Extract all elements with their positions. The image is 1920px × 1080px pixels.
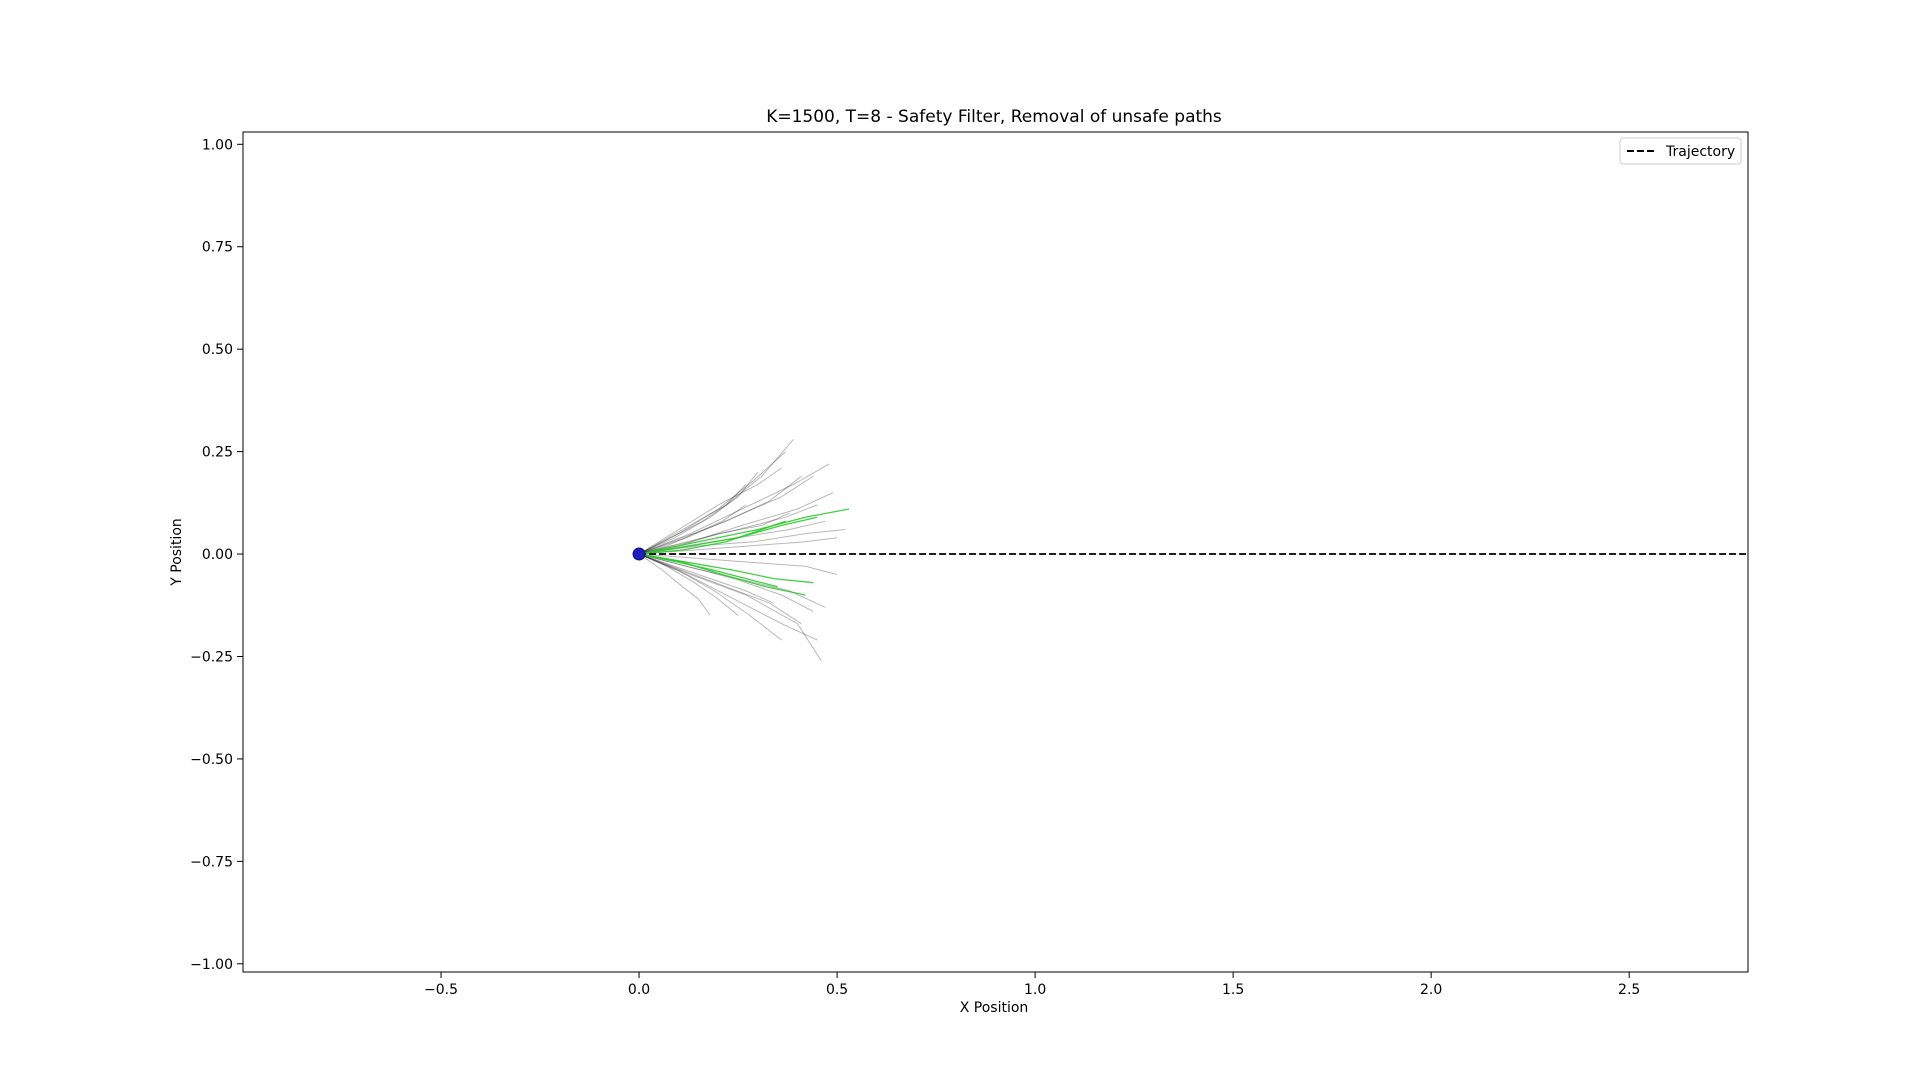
y-tick-label: 0.25 bbox=[202, 445, 233, 461]
sampled-path bbox=[638, 451, 786, 555]
sampled-path bbox=[638, 553, 739, 616]
y-tick-label: 0.75 bbox=[202, 240, 233, 256]
y-axis-label: Y Position bbox=[169, 518, 185, 587]
y-tick-label: −1.00 bbox=[190, 957, 233, 973]
sampled-path bbox=[638, 504, 747, 555]
sampled-path bbox=[638, 553, 778, 588]
y-tick-label: 0.00 bbox=[202, 547, 233, 563]
sampled-path bbox=[638, 471, 759, 555]
x-axis: −0.5 0.0 0.5 1.0 1.5 2.0 2.5 bbox=[424, 972, 1640, 998]
sampled-path bbox=[638, 475, 802, 555]
x-tick-label: 0.5 bbox=[826, 982, 848, 998]
sampled-path bbox=[639, 529, 846, 555]
sampled-path bbox=[638, 504, 818, 555]
chart-title: K=1500, T=8 - Safety Filter, Removal of … bbox=[766, 107, 1222, 127]
y-tick-label: −0.50 bbox=[190, 752, 233, 768]
sampled-paths-layer bbox=[638, 438, 850, 661]
y-tick-label: −0.75 bbox=[190, 854, 233, 870]
sampled-path bbox=[638, 553, 818, 641]
sampled-path bbox=[638, 484, 747, 555]
sampled-path bbox=[638, 492, 834, 555]
sampled-path bbox=[638, 508, 850, 555]
y-tick-label: 0.50 bbox=[202, 342, 233, 358]
legend-entry-trajectory: Trajectory bbox=[1665, 144, 1735, 160]
sampled-path bbox=[638, 553, 814, 612]
sampled-path bbox=[638, 553, 711, 616]
sampled-path bbox=[638, 553, 822, 661]
sampled-path bbox=[638, 553, 782, 641]
legend: Trajectory bbox=[1619, 137, 1742, 165]
y-tick-label: −0.25 bbox=[190, 649, 233, 665]
sampled-path bbox=[638, 467, 782, 555]
x-tick-label: 1.0 bbox=[1024, 982, 1046, 998]
x-axis-label: X Position bbox=[960, 1000, 1029, 1016]
start-point-layer bbox=[632, 547, 646, 561]
start-point-marker bbox=[632, 547, 646, 561]
x-tick-label: 1.5 bbox=[1222, 982, 1244, 998]
sampled-path bbox=[639, 520, 786, 555]
sampled-path bbox=[639, 553, 838, 575]
x-tick-label: 0.0 bbox=[628, 982, 650, 998]
sampled-path bbox=[638, 438, 794, 555]
sampled-path bbox=[638, 475, 814, 555]
x-tick-label: 2.5 bbox=[1618, 982, 1640, 998]
sampled-path bbox=[638, 553, 774, 604]
x-tick-label: −0.5 bbox=[424, 982, 458, 998]
sampled-path bbox=[638, 463, 830, 555]
legend-box bbox=[1619, 137, 1742, 165]
plot-frame bbox=[242, 131, 1749, 973]
x-tick-label: 2.0 bbox=[1420, 982, 1442, 998]
y-axis: 1.00 0.75 0.50 0.25 0.00 −0.25 −0.50 −0.75 −1.00 bbox=[190, 137, 243, 973]
sampled-path bbox=[639, 537, 838, 555]
y-tick-label: 1.00 bbox=[202, 137, 233, 153]
sampled-path bbox=[638, 553, 802, 625]
